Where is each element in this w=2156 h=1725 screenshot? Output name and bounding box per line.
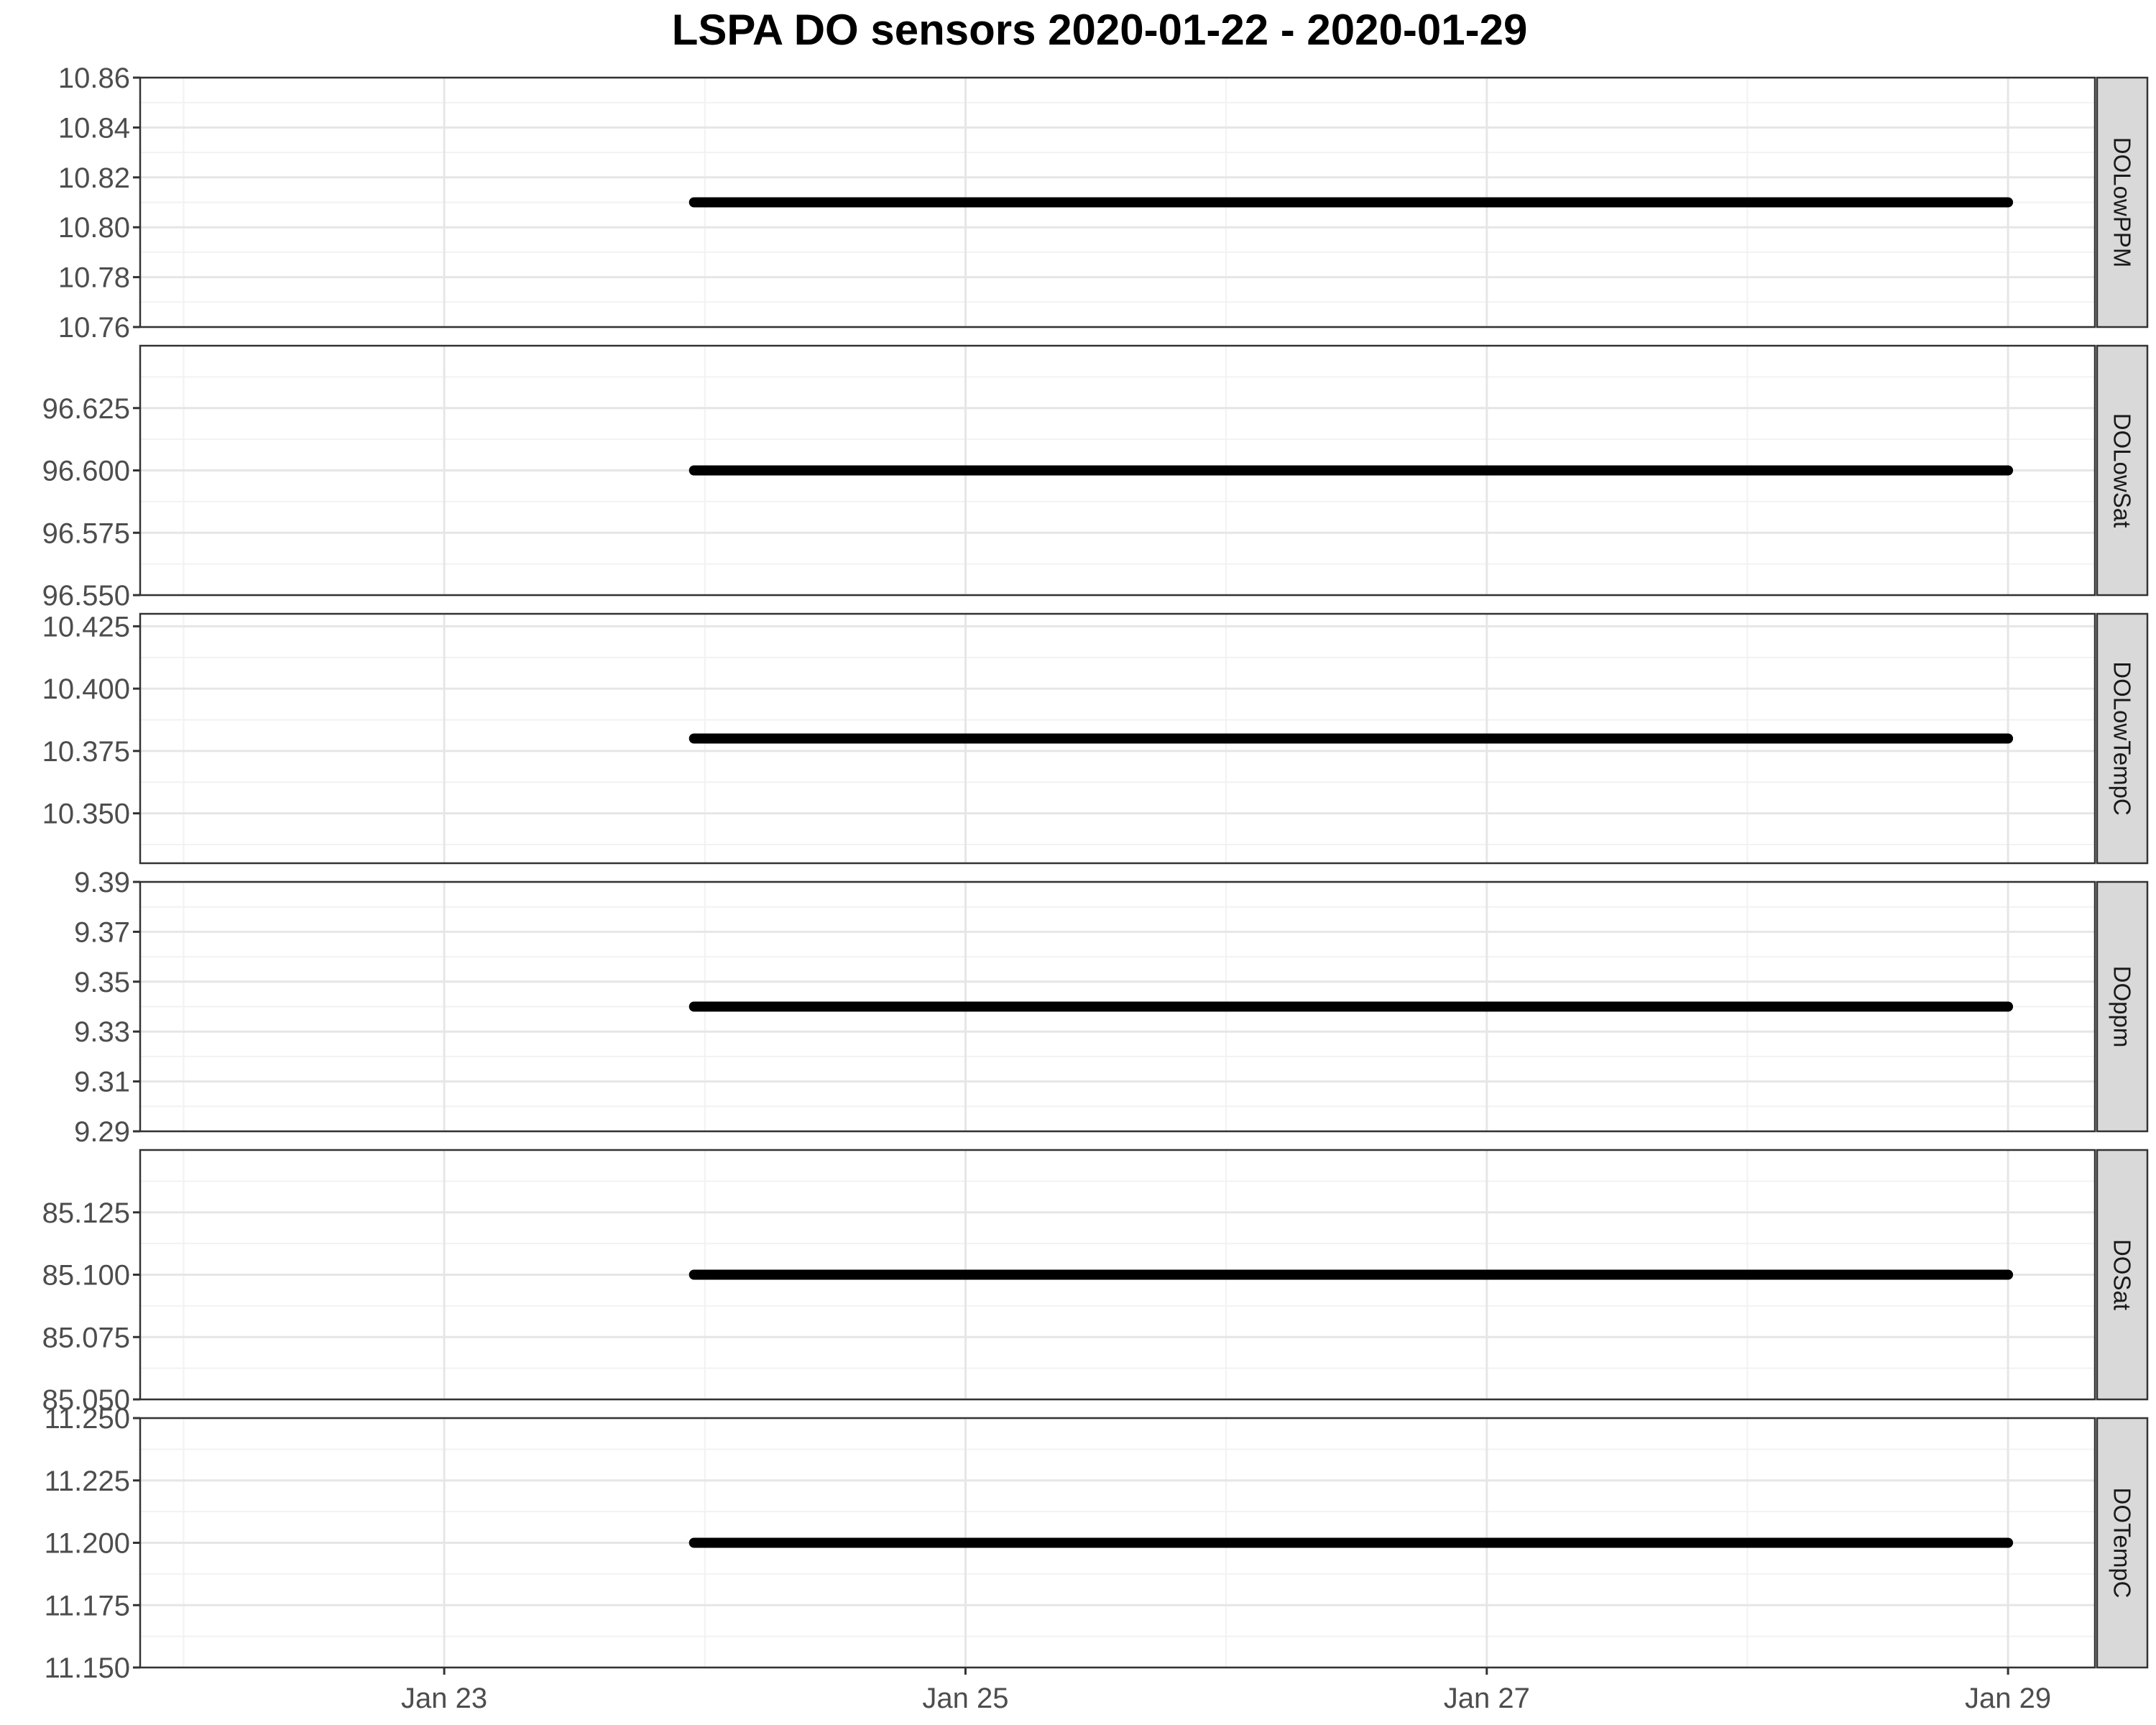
y-tick-label: 9.35 xyxy=(74,967,130,998)
panel-border xyxy=(139,880,2096,1133)
y-tick-label: 85.075 xyxy=(42,1322,130,1353)
facet-strip-label: DOLowTempC xyxy=(2109,661,2136,816)
y-tick-label: 11.200 xyxy=(45,1528,130,1560)
panel-border xyxy=(139,1417,2096,1669)
y-tick-label: 10.375 xyxy=(42,736,130,768)
y-tick-label: 10.80 xyxy=(58,212,130,244)
y-tick-label: 96.625 xyxy=(42,393,130,425)
y-tick-label: 96.550 xyxy=(42,580,130,612)
y-tick-label: 9.37 xyxy=(74,916,130,948)
facet-strip xyxy=(2096,612,2149,865)
y-tick-label: 9.33 xyxy=(74,1016,130,1048)
panel-border xyxy=(139,612,2096,865)
facet-panels: 10.76 10.78 10.80 10.82 10.84 10.86 DOLowPPM 96… xyxy=(42,63,2149,1684)
x-tick-label: Jan 25 xyxy=(922,1683,1008,1714)
y-tick-label: 10.425 xyxy=(42,611,130,643)
facet-strip xyxy=(2096,344,2149,597)
facet-strip xyxy=(2096,880,2149,1133)
facet-panel-dotempc: 11.150 11.175 11.200 11.225 11.250 DOTempC xyxy=(45,1403,2149,1684)
y-tick-label: 9.31 xyxy=(74,1067,130,1098)
y-tick-label: 11.225 xyxy=(45,1466,130,1497)
facet-panel-dolowtempc: 10.350 10.375 10.400 10.425 DOLowTempC xyxy=(42,611,2149,865)
x-tick-label: Jan 27 xyxy=(1444,1683,1530,1714)
y-tick-label: 10.84 xyxy=(58,112,130,144)
facet-strip-label: DOLowSat xyxy=(2109,413,2136,528)
facet-strip xyxy=(2096,1149,2149,1401)
y-tick-label: 85.100 xyxy=(42,1260,130,1292)
panel-border xyxy=(139,76,2096,328)
facet-strip xyxy=(2096,76,2149,328)
x-tick-label: Jan 23 xyxy=(401,1683,487,1714)
panel-border xyxy=(139,344,2096,597)
y-tick-label: 85.050 xyxy=(42,1384,130,1416)
y-tick-label: 11.250 xyxy=(45,1403,130,1435)
facet-strip-label: DOppm xyxy=(2109,966,2136,1048)
facet-strip-label: DOLowPPM xyxy=(2109,137,2136,268)
y-tick-label: 96.600 xyxy=(42,456,130,487)
y-tick-label: 10.86 xyxy=(58,63,130,94)
x-axis: Jan 23 Jan 25 Jan 27 Jan 29 xyxy=(401,1668,2051,1714)
y-tick-label: 10.350 xyxy=(42,799,130,830)
facet-panel-doppm: 9.29 9.31 9.33 9.35 9.37 9.39 DOppm xyxy=(74,867,2149,1148)
y-tick-label: 10.400 xyxy=(42,673,130,705)
y-tick-label: 10.76 xyxy=(58,312,130,344)
y-tick-label: 11.175 xyxy=(45,1590,130,1622)
y-tick-label: 9.29 xyxy=(74,1116,130,1148)
x-tick-label: Jan 29 xyxy=(1965,1683,2051,1714)
y-tick-label: 85.125 xyxy=(42,1197,130,1229)
facet-panel-dosat: 85.050 85.075 85.100 85.125 DOSat xyxy=(42,1149,2149,1416)
y-tick-label: 10.82 xyxy=(58,162,130,194)
y-tick-label: 10.78 xyxy=(58,262,130,294)
facet-panel-dolowsat: 96.550 96.575 96.600 96.625 DOLowSat xyxy=(42,344,2149,612)
panel-border xyxy=(139,1149,2096,1401)
facet-strip xyxy=(2096,1417,2149,1669)
facet-strip-label: DOSat xyxy=(2109,1239,2136,1310)
facet-strip-label: DOTempC xyxy=(2109,1487,2136,1598)
y-tick-label: 9.39 xyxy=(74,867,130,898)
chart-title: LSPA DO sensors 2020-01-22 - 2020-01-29 xyxy=(672,6,1528,54)
y-tick-label: 11.150 xyxy=(45,1652,130,1684)
facet-panel-dolowppm: 10.76 10.78 10.80 10.82 10.84 10.86 DOLowPPM xyxy=(58,63,2149,344)
y-tick-label: 96.575 xyxy=(42,518,130,549)
